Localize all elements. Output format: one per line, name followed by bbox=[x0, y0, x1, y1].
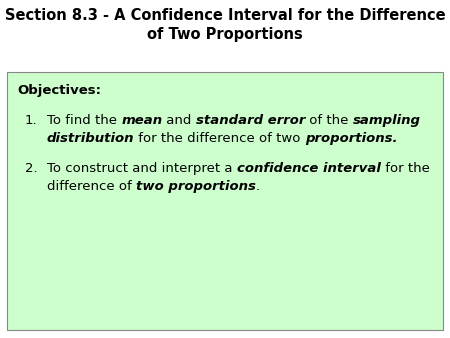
Text: for the: for the bbox=[381, 162, 429, 175]
Text: confidence interval: confidence interval bbox=[237, 162, 381, 175]
Text: proportions.: proportions. bbox=[305, 132, 398, 145]
Text: 1.: 1. bbox=[25, 114, 38, 127]
Text: To find the: To find the bbox=[47, 114, 121, 127]
Text: sampling: sampling bbox=[353, 114, 421, 127]
Text: To construct and interpret a: To construct and interpret a bbox=[47, 162, 237, 175]
Text: .: . bbox=[256, 179, 260, 193]
Text: and: and bbox=[162, 114, 196, 127]
FancyBboxPatch shape bbox=[7, 72, 443, 330]
Text: mean: mean bbox=[121, 114, 162, 127]
Text: 2.: 2. bbox=[25, 162, 38, 175]
Text: distribution: distribution bbox=[47, 132, 135, 145]
Text: Objectives:: Objectives: bbox=[17, 84, 101, 97]
Text: standard error: standard error bbox=[196, 114, 306, 127]
Text: two proportions: two proportions bbox=[136, 179, 256, 193]
Text: difference of: difference of bbox=[47, 179, 136, 193]
Text: of the: of the bbox=[306, 114, 353, 127]
Text: for the difference of two: for the difference of two bbox=[135, 132, 305, 145]
Text: Section 8.3 - A Confidence Interval for the Difference
of Two Proportions: Section 8.3 - A Confidence Interval for … bbox=[4, 8, 446, 42]
